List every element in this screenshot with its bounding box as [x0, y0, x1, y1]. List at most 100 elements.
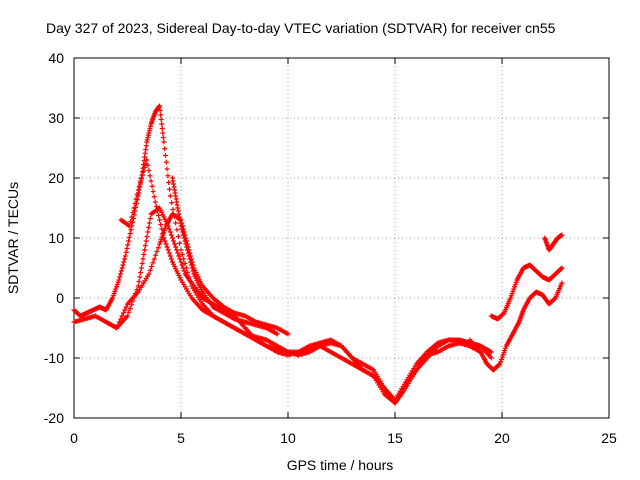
data-point: [558, 266, 564, 272]
data-point: [177, 240, 183, 246]
data-point: [559, 232, 565, 238]
data-point: [162, 153, 168, 158]
data-point: [147, 216, 153, 221]
data-point: [130, 210, 136, 215]
data-point: [148, 178, 154, 184]
data-point: [122, 307, 128, 313]
y-tick-label: -20: [44, 410, 64, 426]
data-point: [178, 259, 184, 265]
data-point: [559, 265, 565, 271]
data-point: [168, 256, 174, 262]
data-point: [155, 245, 161, 251]
data-point: [146, 220, 152, 226]
data-point: [119, 313, 125, 319]
data-point: [120, 262, 126, 268]
data-point: [156, 213, 162, 218]
data-point: [153, 204, 159, 209]
data-point: [189, 265, 195, 271]
data-point: [117, 274, 123, 280]
data-point: [169, 235, 175, 241]
y-tick-label: 20: [48, 170, 64, 186]
x-tick-label: 20: [494, 430, 510, 446]
data-point: [496, 362, 502, 368]
data-point: [128, 219, 134, 224]
data-point: [143, 238, 149, 244]
data-point: [138, 270, 144, 275]
data-point: [142, 165, 148, 170]
chart-title: Day 327 of 2023, Sidereal Day-to-day VTE…: [46, 20, 556, 36]
data-point: [172, 241, 178, 247]
data-point: [114, 325, 120, 331]
data-point: [145, 162, 151, 168]
data-point: [157, 217, 163, 223]
data-point: [132, 201, 138, 206]
data-point: [122, 253, 128, 259]
data-point: [126, 234, 132, 240]
data-point: [171, 238, 177, 244]
data-point: [175, 250, 181, 256]
data-point: [121, 259, 127, 265]
data-point: [188, 262, 194, 268]
data-point: [134, 192, 140, 197]
data-point: [500, 311, 506, 317]
data-point: [160, 135, 166, 140]
data-point: [139, 261, 145, 266]
y-tick-label: 30: [48, 110, 64, 126]
data-point: [163, 241, 169, 247]
data-point: [166, 186, 172, 192]
y-tick-label: 0: [56, 290, 64, 306]
data-point: [158, 112, 164, 118]
data-point: [137, 274, 143, 280]
data-point: [124, 246, 130, 251]
data-point: [163, 159, 169, 165]
data-point: [152, 199, 158, 205]
data-point: [188, 259, 194, 265]
data-point: [149, 264, 155, 269]
data-point: [183, 241, 189, 247]
data-point: [119, 265, 125, 271]
data-point: [118, 268, 124, 274]
data-point: [184, 244, 190, 250]
data-point: [178, 247, 184, 253]
data-point: [174, 247, 180, 253]
data-point: [139, 172, 145, 178]
data-point: [125, 313, 130, 319]
x-tick-label: 5: [177, 430, 185, 446]
data-point: [166, 250, 172, 256]
data-point: [174, 227, 180, 233]
data-point: [140, 256, 146, 262]
series-track-h: [542, 232, 565, 253]
data-point: [136, 279, 142, 284]
data-point: [146, 168, 152, 173]
data-point: [160, 130, 166, 136]
data-point: [157, 108, 163, 113]
data-point: [150, 260, 156, 266]
data-marks: [71, 103, 565, 406]
data-point: [149, 183, 155, 189]
data-point: [167, 229, 173, 235]
data-point: [150, 189, 156, 194]
data-point: [167, 253, 173, 259]
data-point: [173, 220, 179, 226]
series-track-e: [169, 175, 280, 337]
data-point: [159, 126, 165, 131]
data-point: [146, 225, 152, 230]
data-point: [164, 244, 170, 250]
data-point: [131, 205, 137, 211]
data-point: [162, 238, 168, 244]
data-point: [142, 243, 148, 248]
data-point: [123, 304, 129, 310]
data-point: [127, 223, 133, 229]
data-point: [173, 244, 179, 250]
data-point: [175, 234, 181, 239]
series-track-b: [71, 205, 484, 406]
data-point: [187, 256, 193, 262]
data-point: [127, 231, 133, 236]
data-point: [147, 267, 153, 273]
data-point: [559, 280, 565, 286]
series-track-c: [118, 157, 494, 403]
data-point: [285, 331, 291, 337]
data-point: [151, 194, 157, 200]
axis-ticks: 0 5 10 15 20 25 -20 -10 0 10 20 30 40: [44, 50, 617, 446]
